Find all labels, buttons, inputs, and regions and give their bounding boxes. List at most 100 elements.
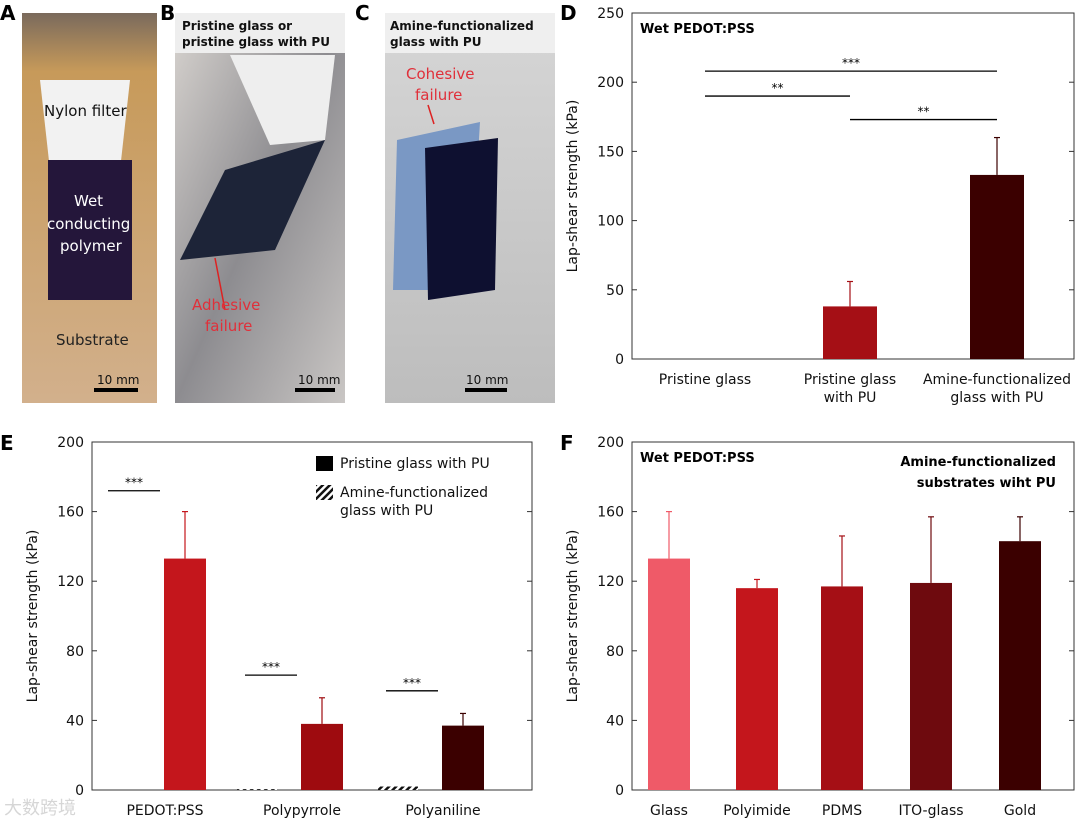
panel-letter: B	[160, 1, 175, 25]
annotation-failure: failure	[205, 317, 252, 335]
film-shape	[180, 140, 325, 260]
y-tick-label: 160	[597, 505, 624, 521]
panel-letter: D	[560, 1, 577, 25]
y-tick-label: 160	[57, 505, 84, 521]
label-nylon-filter: Nylon filter	[44, 102, 127, 120]
chart-subtitle: Amine-functionalized	[900, 455, 1056, 470]
x-tick-label: ITO-glass	[898, 803, 963, 819]
y-tick-label: 100	[597, 214, 624, 230]
watermark: 大数跨境	[4, 798, 76, 819]
y-tick-label: 0	[75, 783, 84, 799]
chart-title: Wet PEDOT:PSS	[640, 451, 755, 466]
y-axis-label: Lap-shear strength (kPa)	[25, 530, 41, 703]
x-tick-label: PDMS	[822, 803, 862, 819]
caption-background	[385, 13, 555, 53]
y-axis-label: Lap-shear strength (kPa)	[565, 100, 581, 273]
panel-a: A Nylon filter Wet conducting polymer Su…	[0, 1, 157, 403]
y-tick-label: 80	[606, 644, 624, 660]
annotation-failure: failure	[415, 86, 462, 104]
x-tick-label: Glass	[650, 803, 688, 819]
caption-line-1: Amine-functionalized	[390, 19, 534, 33]
label-polymer: polymer	[60, 237, 123, 255]
y-tick-label: 40	[606, 713, 624, 729]
legend-label-solid: Pristine glass with PU	[340, 456, 490, 472]
y-tick-label: 200	[597, 435, 624, 451]
polymer-film-shape	[48, 160, 132, 300]
scale-bar	[94, 388, 138, 392]
panel-letter: E	[0, 431, 14, 455]
bar-4	[999, 541, 1041, 790]
caption-line-1: Pristine glass or	[182, 19, 292, 33]
filter-shape	[230, 55, 335, 145]
y-tick-label: 40	[66, 713, 84, 729]
bar-hatched-1	[237, 789, 277, 790]
y-tick-label: 200	[597, 75, 624, 91]
panel-c: C Amine-functionalized glass with PU Coh…	[355, 1, 555, 403]
significance-label: ***	[403, 676, 421, 690]
x-tick-label: Polypyrrole	[263, 803, 341, 819]
bar-3	[910, 582, 952, 790]
film-shape	[425, 138, 498, 300]
bar-solid-1	[301, 723, 343, 790]
significance-label: **	[772, 81, 784, 95]
x-tick-label: Polyaniline	[405, 803, 480, 819]
caption-line-2: pristine glass with PU	[182, 35, 330, 49]
scale-bar-label: 10 mm	[97, 373, 139, 387]
x-tick-label: Amine-functionalized	[923, 372, 1071, 388]
y-tick-label: 50	[606, 283, 624, 299]
annotation-cohesive: Cohesive	[406, 65, 474, 83]
x-tick-label: with PU	[824, 390, 877, 406]
legend-label-hatched: Amine-functionalized glass with PU	[340, 485, 489, 519]
significance-label: ***	[125, 476, 143, 490]
significance-label: **	[918, 105, 930, 119]
scale-bar	[465, 388, 507, 392]
chart-f: F 0 40 80 120 160 200 Lap-shear strength (kPa) G…	[560, 431, 1075, 819]
annotation-adhesive: Adhesive	[192, 296, 260, 314]
label-conducting: conducting	[47, 215, 130, 233]
y-tick-label: 0	[615, 352, 624, 368]
nylon-filter-shape	[40, 80, 130, 170]
chart-subtitle: substrates wiht PU	[917, 476, 1056, 491]
panel-letter: C	[355, 1, 370, 25]
chart-d: D 0 50 100 150 200 250 Lap-shear strength (kPa)…	[560, 1, 1075, 406]
chart-e: E 0 40 80 120 160 200 Lap-shear strength (kPa) P…	[0, 431, 533, 819]
bar-solid-0	[164, 558, 206, 790]
y-tick-label: 150	[597, 144, 624, 160]
y-tick-label: 120	[57, 574, 84, 590]
x-tick-label: Gold	[1004, 803, 1036, 819]
scale-bar-label: 10 mm	[298, 373, 340, 387]
bar-hatched-2	[378, 786, 418, 790]
y-axis-label: Lap-shear strength (kPa)	[565, 530, 581, 703]
legend-swatch-solid	[316, 456, 333, 471]
caption-line-2: glass with PU	[390, 35, 481, 49]
arrow-icon	[427, 104, 435, 125]
panel-letter: F	[560, 431, 574, 455]
x-tick-label: glass with PU	[950, 390, 1043, 406]
x-tick-label: PEDOT:PSS	[126, 803, 203, 819]
x-tick-label: Polyimide	[723, 803, 791, 819]
panel-letter: A	[0, 1, 16, 25]
bar-solid-2	[442, 725, 484, 790]
caption-background	[175, 13, 345, 53]
bar-1	[823, 306, 877, 359]
label-wet: Wet	[74, 192, 103, 210]
bar-1	[736, 588, 778, 790]
scale-bar	[295, 388, 335, 392]
x-tick-label: Pristine glass	[804, 372, 896, 388]
y-tick-label: 0	[615, 783, 624, 799]
bar-2	[970, 174, 1024, 359]
bar-2	[821, 586, 863, 790]
arrow-icon	[214, 257, 226, 311]
bar-0	[648, 558, 690, 790]
y-tick-label: 250	[597, 6, 624, 22]
chart-title: Wet PEDOT:PSS	[640, 22, 755, 37]
legend-swatch-hatched	[316, 485, 333, 500]
scale-bar-label: 10 mm	[466, 373, 508, 387]
y-tick-label: 80	[66, 644, 84, 660]
significance-label: ***	[842, 56, 860, 70]
y-tick-label: 120	[597, 574, 624, 590]
panel-b: B Pristine glass or pristine glass with …	[160, 1, 345, 403]
x-tick-label: Pristine glass	[659, 372, 751, 388]
